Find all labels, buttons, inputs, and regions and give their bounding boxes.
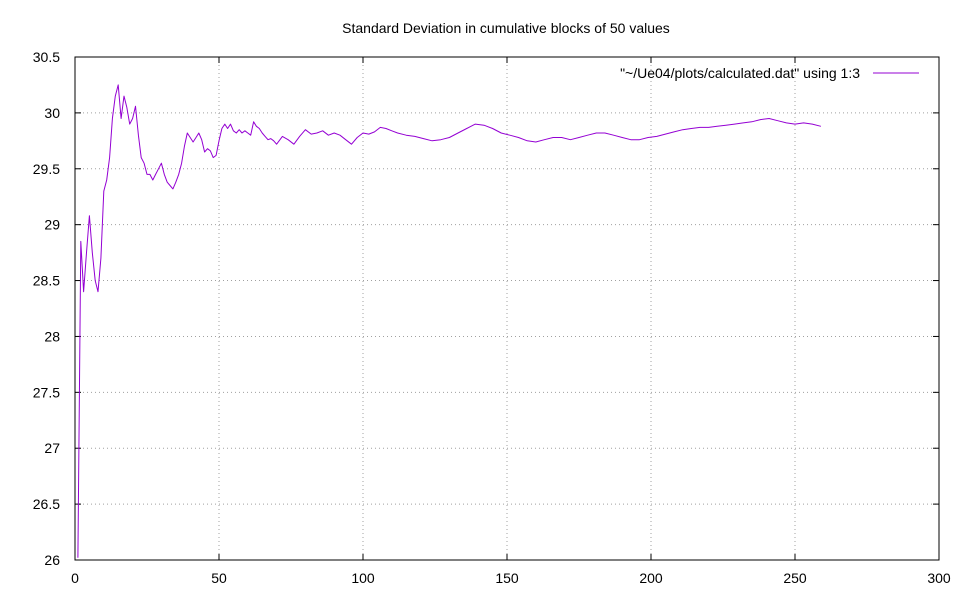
y-tick-label: 26 xyxy=(44,552,60,568)
y-tick-label: 29 xyxy=(44,217,60,233)
legend: "~/Ue04/plots/calculated.dat" using 1:3 xyxy=(620,65,919,81)
legend-label: "~/Ue04/plots/calculated.dat" using 1:3 xyxy=(620,65,860,81)
y-tick-label: 27 xyxy=(44,440,60,456)
x-tick-label: 50 xyxy=(211,570,227,586)
y-tick-label: 28 xyxy=(44,328,60,344)
x-tick-label: 300 xyxy=(927,570,951,586)
grid xyxy=(74,56,940,561)
series-group xyxy=(77,84,822,558)
x-tick-label: 150 xyxy=(495,570,519,586)
x-tick-label: 100 xyxy=(351,570,375,586)
tick-labels: 0 50 100 150 200 250 300 26 26.5 27 27.5 28 28.5 29 29… xyxy=(33,49,951,586)
x-tick-label: 0 xyxy=(71,570,79,586)
y-tick-label: 30 xyxy=(44,105,60,121)
chart-title: Standard Deviation in cumulative blocks … xyxy=(342,20,670,36)
x-tick-label: 200 xyxy=(639,570,663,586)
y-tick-label: 30.5 xyxy=(33,49,60,65)
y-tick-label: 26.5 xyxy=(33,496,60,512)
series-line xyxy=(77,84,822,558)
y-tick-label: 27.5 xyxy=(33,384,60,400)
x-tick-label: 250 xyxy=(783,570,807,586)
y-tick-label: 29.5 xyxy=(33,161,60,177)
y-tick-label: 28.5 xyxy=(33,273,60,289)
plot-frame xyxy=(74,56,940,561)
